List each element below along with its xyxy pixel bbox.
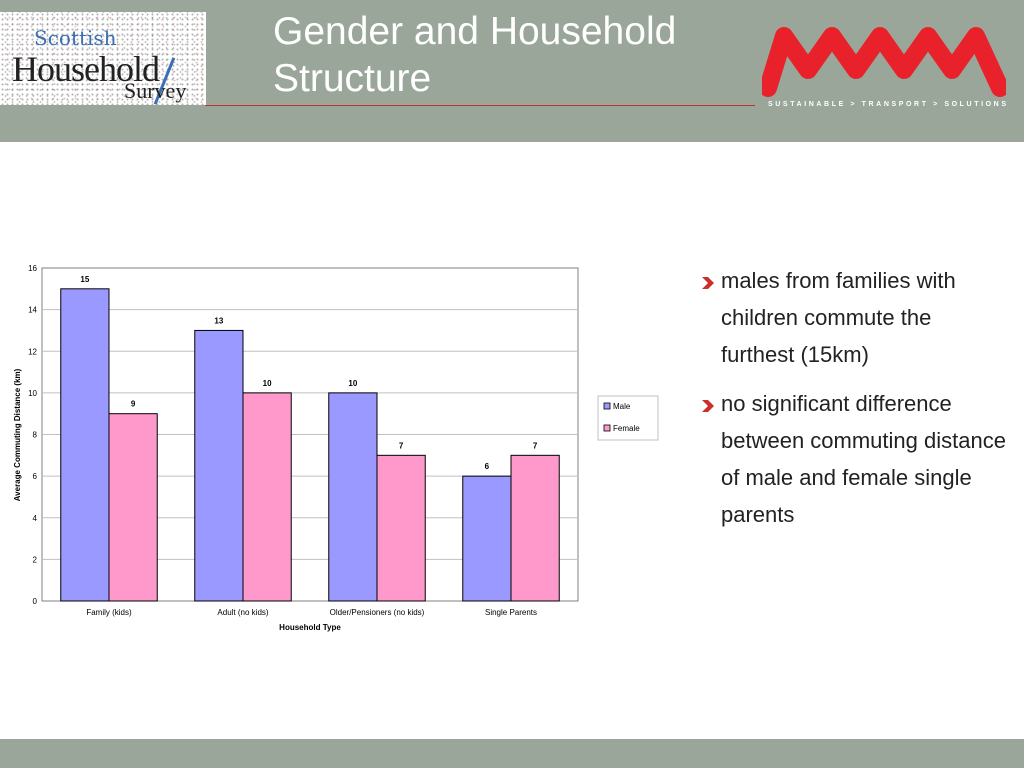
data-label: 13 (214, 316, 223, 325)
data-label: 15 (80, 275, 89, 284)
bullet-text: males from families with children commut… (721, 268, 956, 367)
y-tick-label: 8 (33, 431, 38, 440)
data-label: 9 (131, 400, 136, 409)
y-tick-label: 6 (33, 472, 38, 481)
bullet-list: males from families with children commut… (700, 262, 1010, 545)
x-tick-label: Older/Pensioners (no kids) (330, 608, 425, 617)
scottish-household-survey-logo: Scottish Household Survey (0, 12, 206, 105)
logo-text-survey: Survey (124, 78, 187, 103)
y-tick-label: 2 (33, 555, 38, 564)
legend-swatch (603, 424, 611, 432)
bar-male (194, 329, 244, 602)
mva-logo (762, 27, 1006, 97)
data-labels: 15 9 13 10 10 7 6 7 (80, 275, 537, 471)
logo-text-household: Household (12, 49, 160, 89)
y-tick-label: 4 (33, 514, 38, 523)
bars (60, 288, 560, 602)
chevron-right-icon (702, 277, 714, 289)
x-tick-label: Single Parents (485, 608, 537, 617)
data-label: 10 (263, 379, 272, 388)
y-tick-label: 0 (33, 597, 38, 606)
y-axis-ticks: 0 2 4 6 8 10 12 14 16 (28, 264, 37, 606)
logo-tagline: SUSTAINABLE > TRANSPORT > SOLUTIONS (768, 101, 1009, 108)
legend: Male Female (597, 395, 659, 441)
title-underline (205, 105, 755, 106)
data-label: 6 (485, 462, 490, 471)
x-tick-label: Family (kids) (86, 608, 132, 617)
y-tick-label: 16 (28, 264, 37, 273)
bar-male (462, 475, 512, 602)
header-band: Scottish Household Survey Gender and Hou… (0, 0, 1024, 142)
bar-male (328, 392, 378, 602)
footer-band (0, 739, 1024, 768)
title-line-1: Gender and Household (273, 10, 677, 53)
bullet-item: no significant difference between commut… (700, 385, 1010, 533)
bullet-text: no significant difference between commut… (721, 391, 1006, 527)
bar-female (510, 454, 560, 602)
title-line-2: Structure (273, 57, 432, 100)
y-tick-label: 14 (28, 306, 37, 315)
chevron-right-icon (702, 400, 714, 412)
legend-label: Female (613, 424, 640, 433)
x-axis-label: Household Type (279, 623, 341, 632)
page-title: Gender and Household Structure (273, 8, 676, 102)
legend-label: Male (613, 402, 631, 411)
bar-female (108, 413, 158, 602)
bar-male (60, 288, 110, 602)
bullet-item: males from families with children commut… (700, 262, 1010, 373)
data-label: 7 (399, 441, 404, 450)
y-axis-label: Average Commuting Distance (km) (13, 368, 22, 501)
y-tick-label: 12 (28, 347, 37, 356)
x-tick-label: Adult (no kids) (217, 608, 268, 617)
data-label: 10 (348, 379, 357, 388)
logo-text-scottish: Scottish (34, 26, 117, 50)
bar-female (242, 392, 292, 602)
bar-female (376, 454, 426, 602)
y-tick-label: 10 (28, 389, 37, 398)
x-axis-ticks: Family (kids) Adult (no kids) Older/Pensio… (86, 608, 537, 617)
data-label: 7 (533, 441, 538, 450)
bar-chart: 0 2 4 6 8 10 12 14 16 15 9 13 10 10 7 6 7 Family (kids)… (13, 264, 659, 632)
legend-swatch (603, 402, 611, 410)
